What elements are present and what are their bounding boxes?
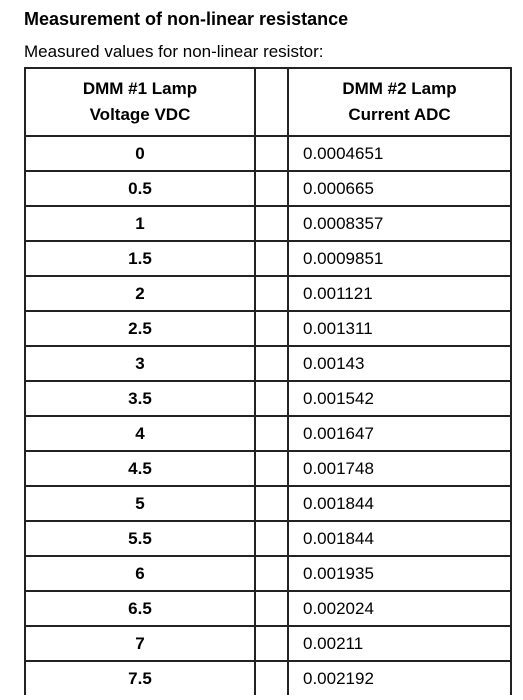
spacer-cell — [254, 205, 289, 242]
voltage-cell: 0.5 — [24, 170, 256, 207]
header-spacer — [254, 67, 289, 137]
header-voltage: DMM #1 Lamp Voltage VDC — [24, 67, 256, 137]
table-row: 0 0.0004651 — [24, 135, 512, 172]
current-cell: 0.00143 — [287, 345, 512, 382]
spacer-cell — [254, 450, 289, 487]
voltage-cell: 4 — [24, 415, 256, 452]
spacer-cell — [254, 380, 289, 417]
table-row: 2 0.001121 — [24, 275, 512, 312]
voltage-cell: 7.5 — [24, 660, 256, 695]
table-row: 1.5 0.0009851 — [24, 240, 512, 277]
voltage-cell: 1.5 — [24, 240, 256, 277]
table-caption: Measured values for non-linear resistor: — [24, 42, 324, 61]
table-row: 4.5 0.001748 — [24, 450, 512, 487]
table-row: 7 0.00211 — [24, 625, 512, 662]
voltage-cell: 5 — [24, 485, 256, 522]
spacer-cell — [254, 415, 289, 452]
table-row: 3 0.00143 — [24, 345, 512, 382]
table-row: 6 0.001935 — [24, 555, 512, 592]
voltage-cell: 6 — [24, 555, 256, 592]
spacer-cell — [254, 520, 289, 557]
table-row: 0.5 0.000665 — [24, 170, 512, 207]
current-cell: 0.000665 — [287, 170, 512, 207]
current-cell: 0.001935 — [287, 555, 512, 592]
header-row: DMM #1 Lamp Voltage VDC DMM #2 Lamp Curr… — [24, 67, 512, 137]
current-cell: 0.001647 — [287, 415, 512, 452]
voltage-cell: 2 — [24, 275, 256, 312]
voltage-cell: 4.5 — [24, 450, 256, 487]
measurement-table: DMM #1 Lamp Voltage VDC DMM #2 Lamp Curr… — [24, 67, 512, 695]
voltage-cell: 3 — [24, 345, 256, 382]
current-cell: 0.0008357 — [287, 205, 512, 242]
table-row: 7.5 0.002192 — [24, 660, 512, 695]
voltage-cell: 7 — [24, 625, 256, 662]
current-cell: 0.002024 — [287, 590, 512, 627]
table-row: 4 0.001647 — [24, 415, 512, 452]
spacer-cell — [254, 240, 289, 277]
header-current: DMM #2 Lamp Current ADC — [287, 67, 512, 137]
voltage-cell: 0 — [24, 135, 256, 172]
spacer-cell — [254, 485, 289, 522]
spacer-cell — [254, 345, 289, 382]
header-current-line1: DMM #2 Lamp — [342, 79, 457, 98]
current-cell: 0.002192 — [287, 660, 512, 695]
spacer-cell — [254, 135, 289, 172]
current-cell: 0.001311 — [287, 310, 512, 347]
current-cell: 0.001844 — [287, 485, 512, 522]
spacer-cell — [254, 275, 289, 312]
table-row: 2.5 0.001311 — [24, 310, 512, 347]
spacer-cell — [254, 590, 289, 627]
current-cell: 0.0004651 — [287, 135, 512, 172]
voltage-cell: 3.5 — [24, 380, 256, 417]
header-voltage-line2: Voltage VDC — [89, 105, 191, 124]
voltage-cell: 6.5 — [24, 590, 256, 627]
header-voltage-line1: DMM #1 Lamp — [82, 79, 198, 98]
table-row: 6.5 0.002024 — [24, 590, 512, 627]
current-cell: 0.001542 — [287, 380, 512, 417]
table-row: 3.5 0.001542 — [24, 380, 512, 417]
current-cell: 0.001121 — [287, 275, 512, 312]
spacer-cell — [254, 555, 289, 592]
spacer-cell — [254, 310, 289, 347]
voltage-cell: 2.5 — [24, 310, 256, 347]
current-cell: 0.00211 — [287, 625, 512, 662]
voltage-cell: 5.5 — [24, 520, 256, 557]
spacer-cell — [254, 170, 289, 207]
header-current-line2: Current ADC — [348, 105, 451, 124]
table-row: 1 0.0008357 — [24, 205, 512, 242]
current-cell: 0.001748 — [287, 450, 512, 487]
current-cell: 0.001844 — [287, 520, 512, 557]
table-row: 5 0.001844 — [24, 485, 512, 522]
voltage-cell: 1 — [24, 205, 256, 242]
spacer-cell — [254, 625, 289, 662]
page-title: Measurement of non-linear resistance — [24, 9, 349, 29]
table-row: 5.5 0.001844 — [24, 520, 512, 557]
spacer-cell — [254, 660, 289, 695]
current-cell: 0.0009851 — [287, 240, 512, 277]
